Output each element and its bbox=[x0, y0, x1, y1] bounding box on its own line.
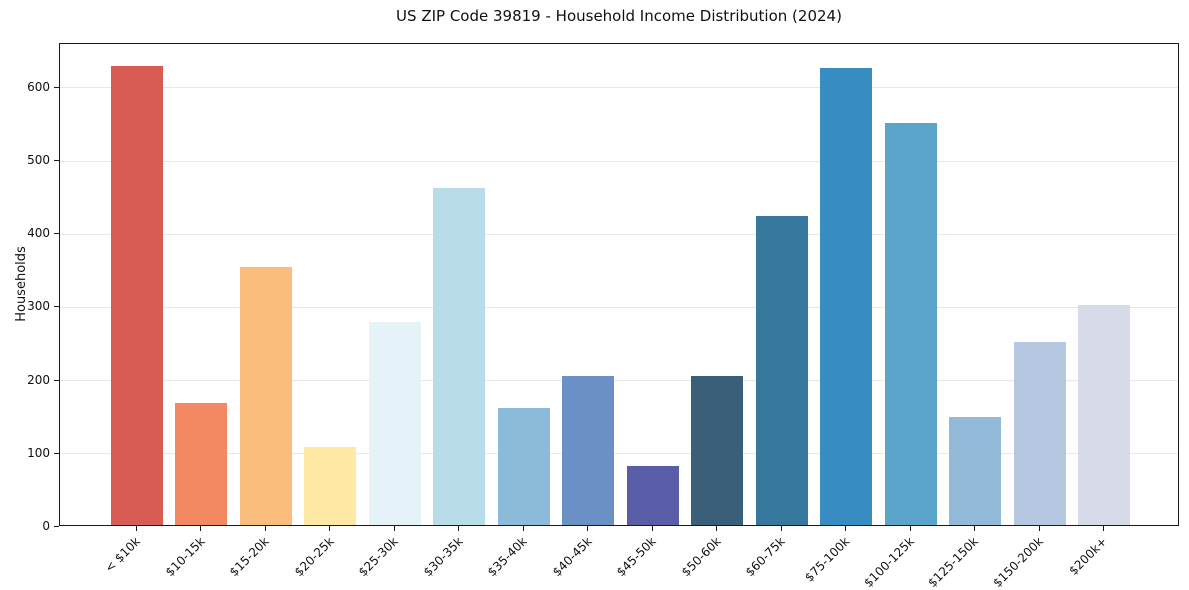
x-tick-mark bbox=[909, 526, 911, 531]
y-tick-mark bbox=[54, 452, 59, 454]
bar-20-25k bbox=[304, 446, 356, 525]
x-tick-mark bbox=[1038, 526, 1040, 531]
y-tick-label-0: 0 bbox=[42, 519, 50, 533]
y-tick-mark bbox=[54, 160, 59, 162]
bar-125-150k bbox=[949, 416, 1001, 525]
x-tick-label-9: $50-60k bbox=[678, 534, 724, 580]
gridline-y-600 bbox=[60, 87, 1178, 89]
x-tick-mark bbox=[651, 526, 653, 531]
plot-area bbox=[59, 43, 1179, 526]
y-tick-label-200: 200 bbox=[27, 372, 50, 387]
y-tick-mark bbox=[54, 86, 59, 88]
bar-150-200k bbox=[1013, 342, 1066, 525]
x-tick-mark bbox=[264, 526, 266, 531]
bar-15-20k bbox=[239, 267, 292, 525]
x-tick-label-7: $40-45k bbox=[549, 534, 595, 580]
x-tick-mark bbox=[974, 526, 975, 531]
x-tick-label-0: < $10k bbox=[101, 534, 143, 576]
bar-10k bbox=[110, 66, 163, 525]
bar-60-75k bbox=[755, 216, 808, 525]
x-tick-mark bbox=[200, 526, 201, 531]
x-tick-label-5: $30-35k bbox=[420, 534, 466, 580]
x-tick-mark bbox=[393, 526, 395, 531]
x-tick-label-14: $150-200k bbox=[990, 534, 1046, 590]
gridline-y-300 bbox=[60, 306, 1178, 308]
gridline-y-500 bbox=[60, 160, 1178, 162]
x-tick-mark bbox=[329, 526, 330, 531]
x-tick-mark bbox=[845, 526, 846, 531]
bar-200k bbox=[1078, 304, 1130, 525]
bar-75-100k bbox=[820, 68, 872, 525]
x-tick-mark bbox=[587, 526, 588, 531]
x-tick-label-11: $75-100k bbox=[801, 534, 853, 585]
x-tick-mark bbox=[780, 526, 782, 531]
x-tick-mark bbox=[716, 526, 717, 531]
x-tick-label-13: $125-150k bbox=[925, 534, 982, 590]
x-tick-mark bbox=[135, 526, 137, 531]
y-tick-label-100: 100 bbox=[27, 445, 50, 460]
x-tick-label-8: $45-50k bbox=[613, 534, 659, 580]
bar-100-125k bbox=[884, 123, 937, 525]
gridline-y-100 bbox=[60, 453, 1178, 455]
bar-50-60k bbox=[691, 376, 743, 525]
bar-30-35k bbox=[433, 188, 485, 525]
x-tick-mark bbox=[522, 526, 524, 531]
y-tick-mark bbox=[54, 526, 59, 527]
x-tick-label-15: $200k+ bbox=[1066, 534, 1111, 578]
y-tick-mark bbox=[54, 379, 59, 381]
x-tick-label-3: $20-25k bbox=[291, 534, 337, 580]
y-tick-label-600: 600 bbox=[27, 79, 50, 94]
x-tick-label-1: $10-15k bbox=[162, 534, 208, 580]
bar-10-15k bbox=[175, 402, 227, 525]
y-tick-mark bbox=[54, 233, 59, 235]
y-tick-mark bbox=[54, 306, 59, 308]
bar-35-40k bbox=[497, 407, 550, 525]
bar-25-30k bbox=[368, 322, 421, 525]
x-tick-mark bbox=[458, 526, 459, 531]
bar-45-50k bbox=[626, 465, 679, 525]
x-tick-label-6: $35-40k bbox=[484, 534, 530, 580]
x-tick-mark bbox=[1103, 526, 1104, 531]
x-tick-label-4: $25-30k bbox=[355, 534, 401, 580]
gridline-y-400 bbox=[60, 233, 1178, 235]
x-tick-label-12: $100-125k bbox=[861, 534, 917, 590]
x-tick-label-2: $15-20k bbox=[226, 534, 272, 580]
y-tick-label-300: 300 bbox=[27, 299, 50, 314]
bar-40-45k bbox=[562, 375, 614, 525]
x-tick-label-10: $60-75k bbox=[742, 534, 788, 580]
y-tick-label-500: 500 bbox=[27, 153, 50, 168]
gridline-y-200 bbox=[60, 380, 1178, 382]
chart-title: US ZIP Code 39819 - Household Income Dis… bbox=[396, 7, 842, 25]
y-tick-label-400: 400 bbox=[27, 226, 50, 241]
